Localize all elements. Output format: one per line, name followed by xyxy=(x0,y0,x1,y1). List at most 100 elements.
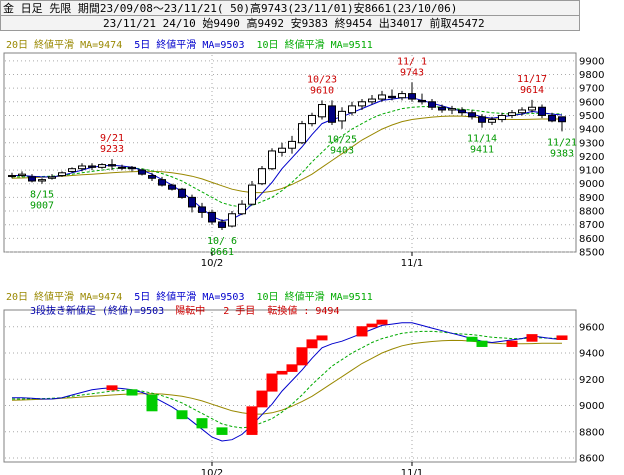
candle-body xyxy=(108,164,116,167)
candle-body xyxy=(448,108,456,111)
brick xyxy=(216,427,228,435)
candle-body xyxy=(158,179,166,186)
brick xyxy=(466,336,478,342)
candle-body xyxy=(48,176,56,179)
brick xyxy=(526,334,538,342)
brick xyxy=(356,326,368,337)
candle-body xyxy=(468,112,476,118)
annotation-date: 11/21 xyxy=(547,137,577,148)
brick xyxy=(146,394,158,412)
candle-body xyxy=(348,105,356,114)
lower-bricks xyxy=(106,319,568,435)
brick xyxy=(266,373,278,392)
u-ytick-8800: 8800 xyxy=(579,207,604,218)
brick xyxy=(286,364,298,372)
brick xyxy=(126,389,138,396)
candle-body xyxy=(298,123,306,144)
candle-body xyxy=(408,93,416,100)
upper-legend-ma5: 5日 終値平滑 MA=9503 xyxy=(134,38,244,51)
candle-body xyxy=(8,175,16,178)
brick xyxy=(256,390,268,408)
u-ytick-8900: 8900 xyxy=(579,193,604,204)
candle-body xyxy=(18,173,26,177)
annotation-value: 9743 xyxy=(400,67,424,78)
candle-body xyxy=(178,188,186,198)
upper-ma10-line xyxy=(12,106,563,208)
candle-body xyxy=(78,165,86,170)
candle-body xyxy=(358,101,366,107)
brick xyxy=(556,335,568,340)
annotation-date: 9/21 xyxy=(100,133,124,144)
annotation-value: 9383 xyxy=(550,148,574,159)
u-ytick-9300: 9300 xyxy=(579,138,604,149)
brick xyxy=(366,323,378,328)
candle-body xyxy=(198,206,206,213)
u-ytick-8500: 8500 xyxy=(579,248,604,259)
candle-body xyxy=(378,94,386,100)
lower-legend-newvalue: 3段抜き新値足 (終値)=9503 xyxy=(30,304,164,317)
candle-body xyxy=(328,105,336,123)
annotation-date: 10/25 xyxy=(327,135,357,146)
candle-body xyxy=(88,165,96,168)
brick xyxy=(196,418,208,429)
l-xtick-10/2: 10/2 xyxy=(201,468,223,475)
candle-body xyxy=(518,109,526,114)
u-ytick-9500: 9500 xyxy=(579,111,604,122)
candle-body xyxy=(68,168,76,172)
brick xyxy=(296,347,308,366)
annotation-value: 9233 xyxy=(100,144,124,155)
u-ytick-9200: 9200 xyxy=(579,152,604,163)
u-xtick-11/1: 11/1 xyxy=(401,258,423,269)
u-ytick-9400: 9400 xyxy=(579,125,604,136)
annotation-date: 11/ 1 xyxy=(397,56,427,67)
brick xyxy=(276,370,288,375)
candle-body xyxy=(118,166,126,169)
candle-body xyxy=(558,116,566,123)
lower-legend-ma10: 10日 終値平滑 MA=9511 xyxy=(257,290,373,303)
candle-body xyxy=(148,175,156,179)
u-ytick-8700: 8700 xyxy=(579,220,604,231)
candle-body xyxy=(388,95,396,99)
annotation-date: 11/17 xyxy=(517,74,547,85)
lower-legend-count: 2 手目 xyxy=(223,304,255,317)
candle-body xyxy=(428,101,436,108)
upper-legend: 20日 終値平滑 MA=9474 5日 終値平滑 MA=9503 10日 終値平… xyxy=(6,38,373,51)
lower-y-axis: 8600 8800 9000 9200 9400 9600 xyxy=(579,322,604,464)
u-ytick-9900: 9900 xyxy=(579,56,604,67)
candle-body xyxy=(398,93,406,99)
l-xtick-11/1: 11/1 xyxy=(401,468,423,475)
candle-body xyxy=(458,109,466,114)
candle-body xyxy=(418,99,426,103)
candle-body xyxy=(208,211,216,223)
candle-body xyxy=(538,106,546,116)
annotation-value: 9007 xyxy=(30,201,54,212)
candle-body xyxy=(478,116,486,123)
l-ytick-8800: 8800 xyxy=(579,427,604,438)
lower-plot-frame xyxy=(3,309,577,463)
u-ytick-8600: 8600 xyxy=(579,234,604,245)
candle-body xyxy=(38,179,46,182)
upper-y-axis: 8500 8600 8700 8800 8900 9000 9100 9200 9300 9400… xyxy=(579,56,604,258)
upper-plot-frame xyxy=(3,52,577,253)
candle-body xyxy=(168,184,176,190)
lower-legend-2: 3段抜き新値足 (終値)=9503 陽転中 2 手目 転換値 : 9494 xyxy=(30,304,339,317)
brick xyxy=(306,339,318,349)
u-ytick-9800: 9800 xyxy=(579,70,604,81)
annotation-value: 9614 xyxy=(520,85,544,96)
candle-body xyxy=(188,196,196,208)
annotation-date: 8/15 xyxy=(30,190,54,201)
u-ytick-9600: 9600 xyxy=(579,97,604,108)
candle-body xyxy=(338,110,346,122)
candle-body xyxy=(218,221,226,228)
annotation-date: 10/ 6 xyxy=(207,236,237,247)
candle-body xyxy=(288,140,296,149)
l-ytick-9400: 9400 xyxy=(579,349,604,360)
candle-body xyxy=(368,98,376,103)
annotation-value: 8661 xyxy=(210,247,234,258)
candle-body xyxy=(488,119,496,123)
annotation-value: 9411 xyxy=(470,145,494,156)
l-ytick-8600: 8600 xyxy=(579,454,604,465)
candle-body xyxy=(318,104,326,118)
brick xyxy=(506,340,518,347)
